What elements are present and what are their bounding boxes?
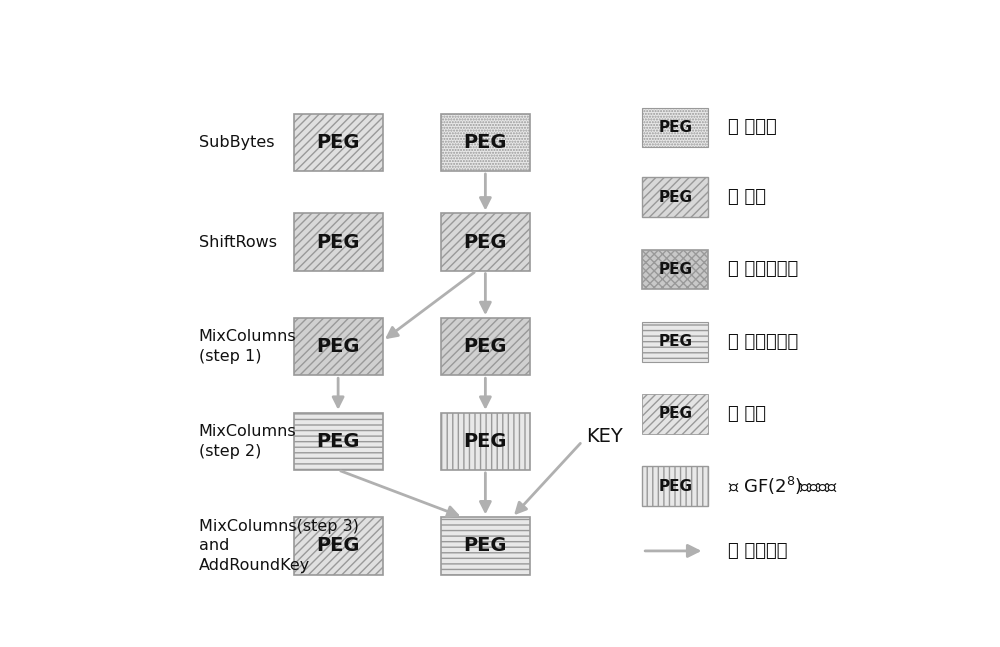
Bar (642, 177, 708, 217)
Text: ： 旁路: ： 旁路 (728, 188, 766, 206)
Text: KEY: KEY (586, 427, 623, 446)
Bar (294, 518, 383, 575)
Text: PEG: PEG (464, 432, 507, 451)
Bar (441, 214, 530, 270)
Text: PEG: PEG (658, 262, 692, 277)
Bar (294, 114, 383, 171)
Text: PEG: PEG (464, 337, 507, 356)
Text: ： 替换盒: ： 替换盒 (728, 118, 776, 137)
Bar (441, 114, 530, 171)
Bar (642, 466, 708, 506)
Bar (642, 107, 708, 148)
Text: PEG: PEG (658, 334, 692, 349)
Bar (441, 413, 530, 470)
Text: PEG: PEG (658, 406, 692, 421)
Text: ： 两输入异或: ： 两输入异或 (728, 261, 798, 278)
Text: ： 三输入异或: ： 三输入异或 (728, 333, 798, 351)
Bar (441, 518, 530, 575)
Text: PEG: PEG (316, 432, 360, 451)
Text: PEG: PEG (316, 133, 360, 152)
Text: PEG: PEG (316, 337, 360, 356)
Bar (642, 394, 708, 434)
Text: PEG: PEG (658, 190, 692, 204)
Bar (294, 214, 383, 270)
Text: PEG: PEG (464, 232, 507, 252)
Bar (441, 318, 530, 375)
Text: ： 空闲: ： 空闲 (728, 405, 766, 423)
Text: ShiftRows: ShiftRows (199, 235, 277, 250)
Bar (294, 318, 383, 375)
Text: MixColumns
(step 2): MixColumns (step 2) (199, 424, 296, 459)
Bar (642, 250, 708, 289)
Text: PEG: PEG (316, 232, 360, 252)
Text: MixColumns
(step 1): MixColumns (step 1) (199, 329, 296, 364)
Text: PEG: PEG (464, 536, 507, 555)
Text: PEG: PEG (658, 120, 692, 135)
Bar (642, 322, 708, 362)
Text: ： GF(2$^8$)上的乘积: ： GF(2$^8$)上的乘积 (728, 475, 838, 497)
Text: PEG: PEG (464, 133, 507, 152)
Text: PEG: PEG (658, 479, 692, 494)
Text: PEG: PEG (316, 536, 360, 555)
Text: ： 数据流向: ： 数据流向 (728, 542, 787, 560)
Text: SubBytes: SubBytes (199, 135, 274, 150)
Bar (294, 413, 383, 470)
Text: MixColumns(step 3)
and
AddRoundKey: MixColumns(step 3) and AddRoundKey (199, 519, 358, 573)
